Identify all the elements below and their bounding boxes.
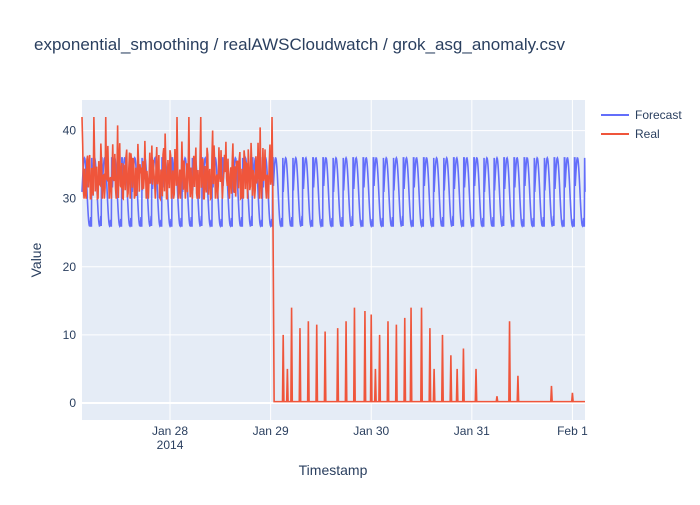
x-tick-label: Jan 29 — [253, 424, 289, 438]
real-line — [81, 116, 585, 403]
chart-title: exponential_smoothing / realAWSCloudwatc… — [34, 35, 566, 54]
legend-label-forecast: Forecast — [635, 108, 682, 122]
legend-item-real[interactable]: Real — [601, 127, 660, 141]
legend: Forecast Real — [601, 108, 682, 141]
series-layer — [81, 116, 586, 403]
y-tick-label: 20 — [63, 260, 77, 274]
y-tick-label: 30 — [63, 192, 77, 206]
x-tick-sublabel: 2014 — [157, 438, 184, 452]
x-tick-label: Feb 1 — [557, 424, 588, 438]
x-axis-title: Timestamp — [299, 462, 368, 478]
x-tick-label: Jan 28 — [152, 424, 188, 438]
x-tick-label: Jan 31 — [454, 424, 490, 438]
legend-item-forecast[interactable]: Forecast — [601, 108, 682, 122]
y-tick-label: 0 — [69, 396, 76, 410]
legend-label-real: Real — [635, 127, 660, 141]
y-tick-label: 40 — [63, 124, 77, 138]
y-tick-label: 10 — [63, 328, 77, 342]
y-axis-title: Value — [28, 242, 44, 277]
x-tick-label: Jan 30 — [353, 424, 389, 438]
